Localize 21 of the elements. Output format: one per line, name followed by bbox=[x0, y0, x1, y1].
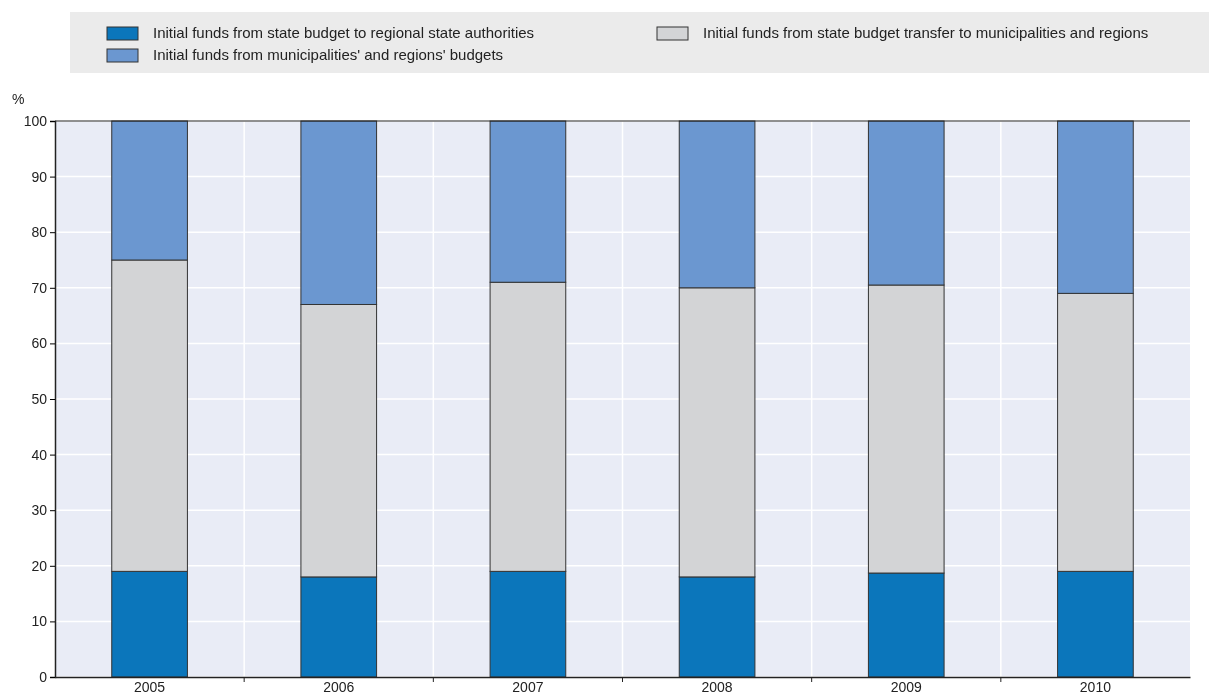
y-tick-label: 10 bbox=[31, 613, 48, 630]
x-tick-label: 2009 bbox=[890, 678, 923, 695]
y-tick-label: 50 bbox=[31, 390, 48, 407]
x-tick-label: 2006 bbox=[323, 678, 355, 695]
y-tick-label: 20 bbox=[31, 557, 48, 574]
y-tick-label: 40 bbox=[31, 446, 48, 463]
x-tick-label: 2010 bbox=[1079, 678, 1112, 695]
legend-label: Initial funds from state budget transfer to municipalities and regions bbox=[703, 24, 1149, 41]
y-tick-label: 80 bbox=[31, 224, 48, 241]
y-tick-label: 0 bbox=[39, 668, 48, 685]
legend-label: Initial funds from state budget to regional state authorities bbox=[153, 24, 535, 41]
y-tick-label: 60 bbox=[31, 335, 48, 352]
y-tick-label: 70 bbox=[31, 279, 48, 296]
legend-label: Initial funds from municipalities' and regions' budgets bbox=[153, 46, 504, 63]
y-tick-label: 100 bbox=[23, 112, 48, 129]
y-tick-label: 30 bbox=[31, 502, 48, 519]
x-tick-label: 2008 bbox=[701, 678, 733, 695]
y-tick-label: 90 bbox=[31, 168, 48, 185]
x-tick-label: 2007 bbox=[512, 678, 544, 695]
y-axis-title: % bbox=[12, 91, 25, 107]
x-tick-label: 2005 bbox=[134, 678, 166, 695]
